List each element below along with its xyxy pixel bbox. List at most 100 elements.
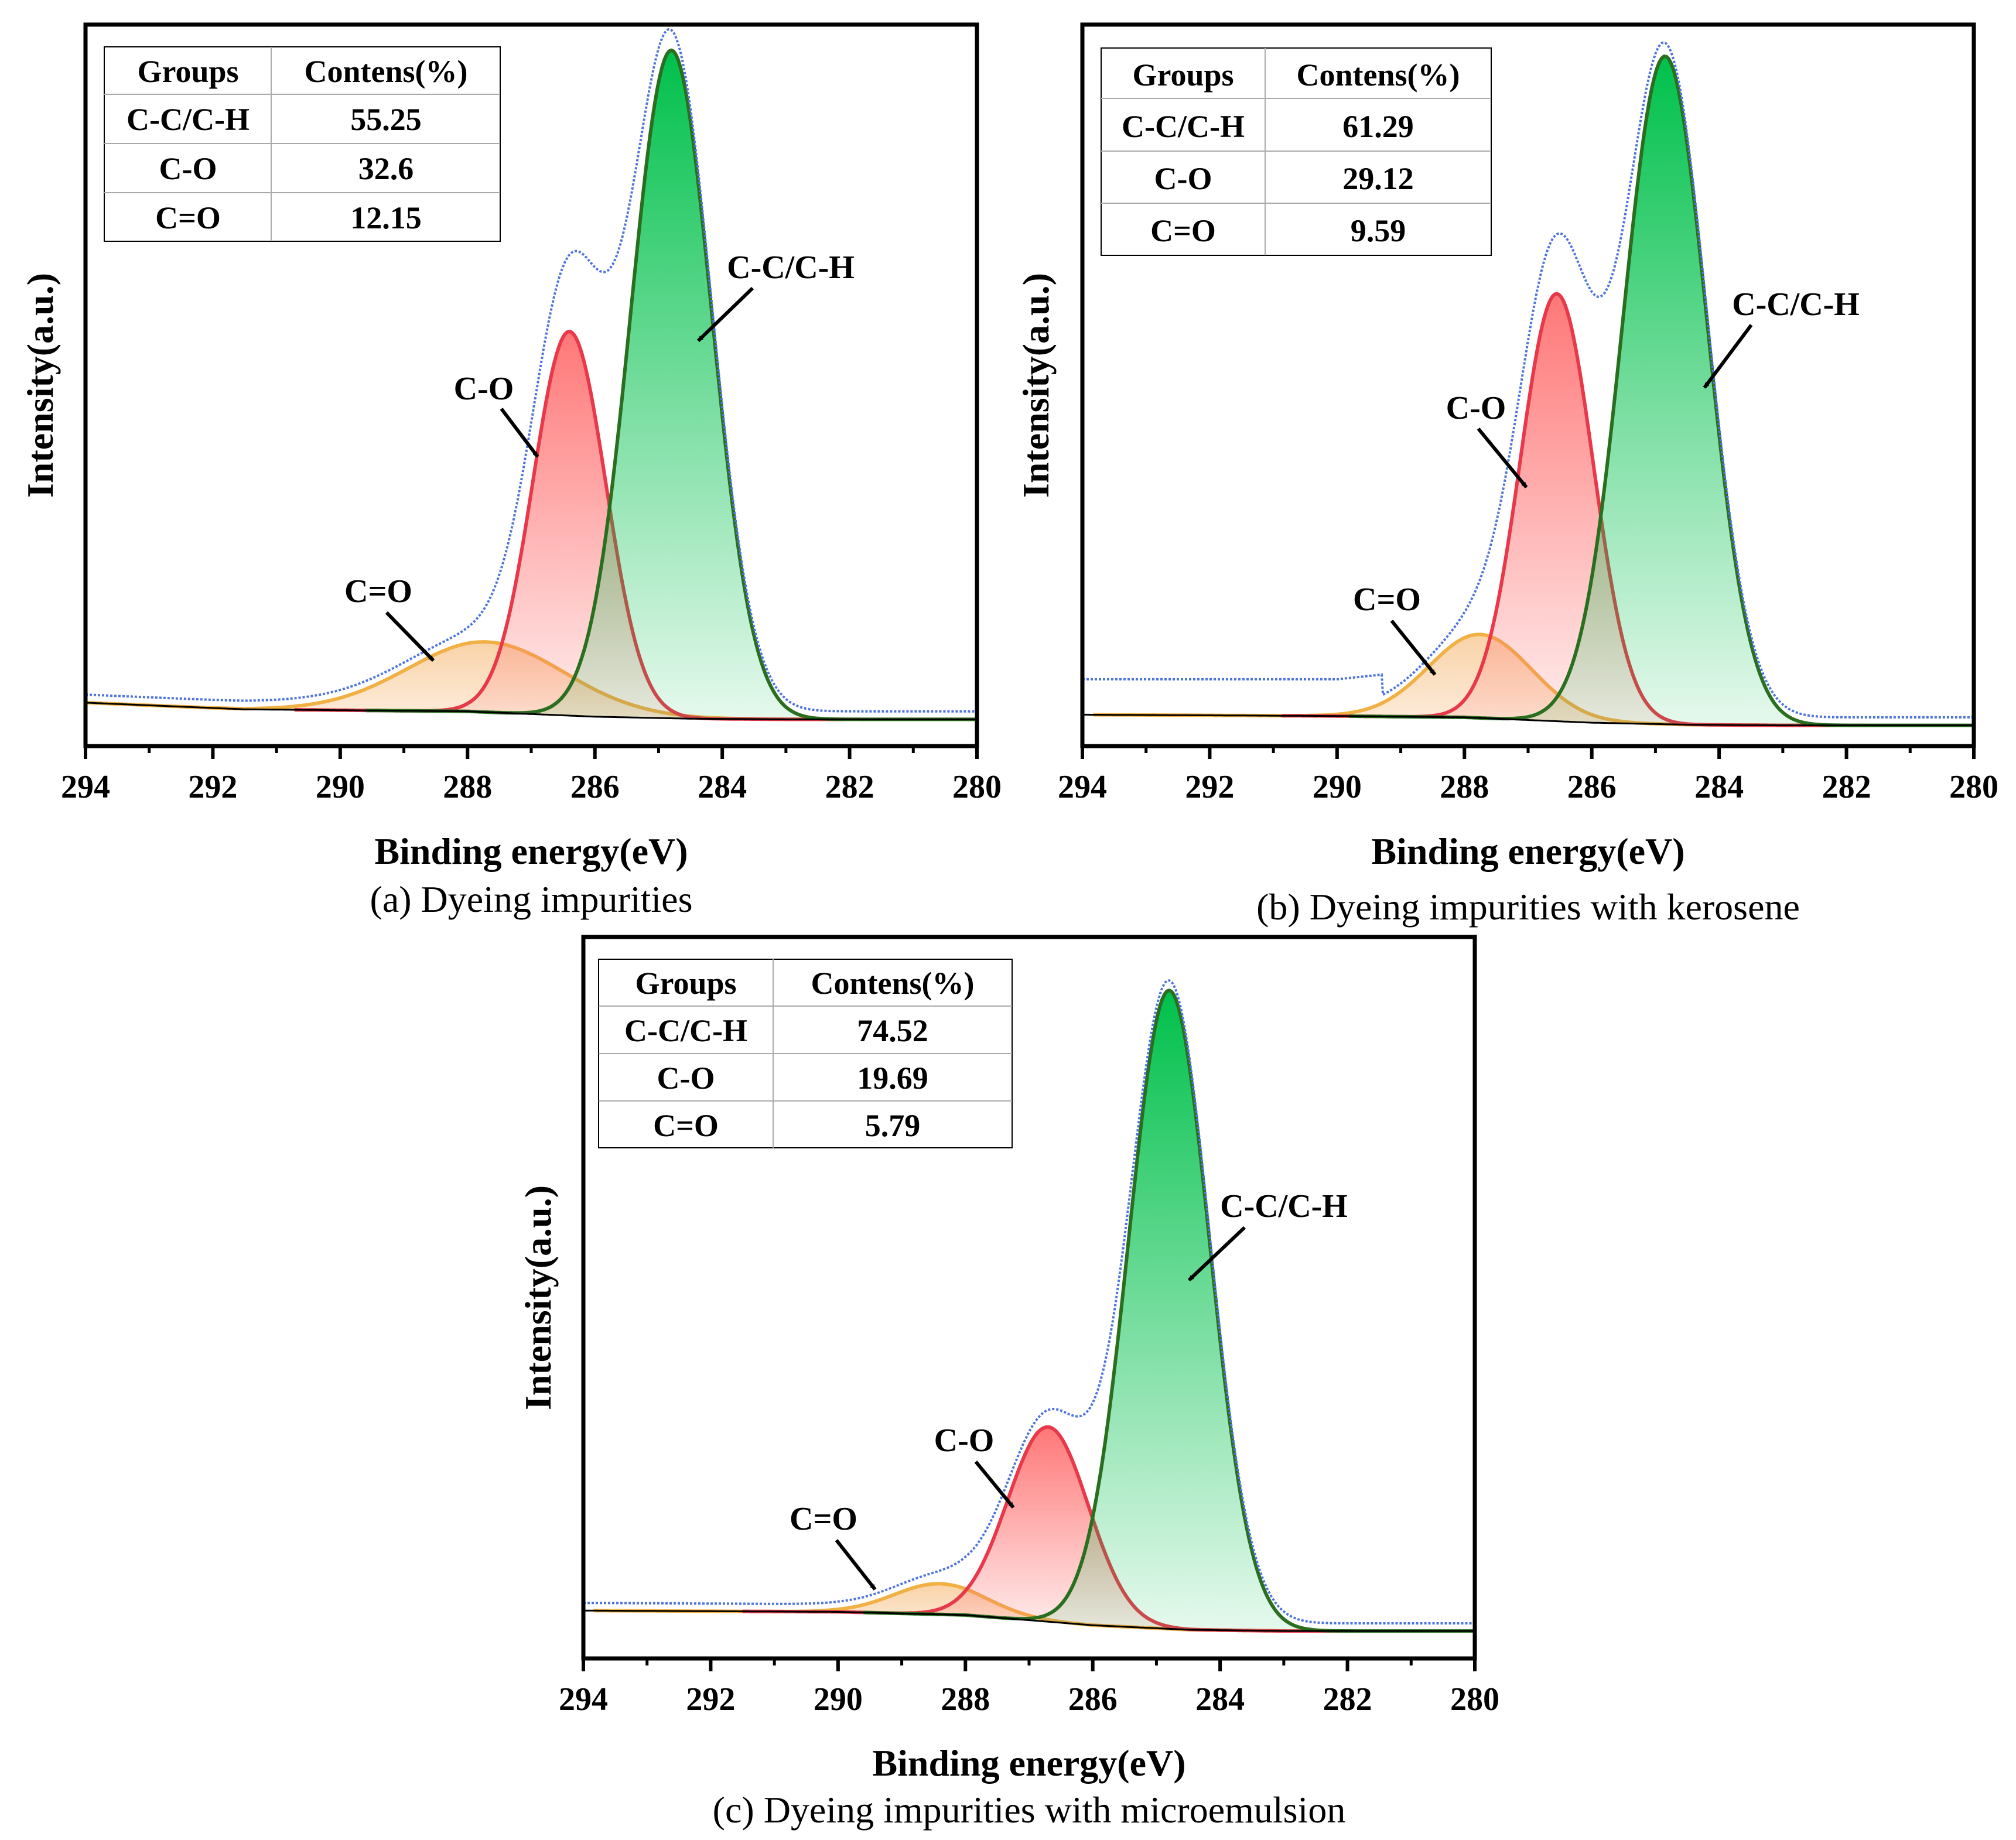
panel-b-envelope: [1082, 41, 1974, 719]
panel-b-table-header-contents: Contens(%): [1297, 57, 1460, 93]
panel-a-table-row3-value: 12.15: [350, 200, 422, 235]
panel-b-table-row1-value: 61.29: [1342, 109, 1414, 144]
panel-a-x-tick-label: 286: [570, 769, 620, 805]
panel-a-peak-c-c-area: [365, 50, 977, 720]
panel-b-x-tick-label: 288: [1440, 769, 1489, 805]
panel-b-peak-c-o-area: [1282, 293, 1832, 726]
panel-c-x-tick-label: 292: [686, 1681, 735, 1718]
panel-b-label-c-c: C-C/C-H: [1732, 286, 1860, 323]
panel-a-table-row2-value: 32.6: [358, 151, 414, 186]
panel-b-table-row3-group: C=O: [1150, 213, 1216, 248]
panel-c-x-tick-label: 288: [941, 1681, 990, 1718]
panel-b-plot: [1082, 41, 1974, 727]
panel-c-label-c-o: C-O: [934, 1422, 995, 1459]
panel-b-x-tick-label: 286: [1567, 769, 1617, 805]
panel-a: 294 292 290 288 286 284 282 280 Groups Contens(…: [19, 22, 1002, 920]
panel-a-arrow-c-c: [696, 286, 754, 343]
panel-b-x-tick-label: 294: [1058, 769, 1107, 805]
panel-c-table-row3-group: C=O: [653, 1108, 719, 1143]
panel-b-peak-c-c-area: [1349, 56, 1974, 726]
panel-c-annotations: C-C/C-H C-O C=O: [790, 1188, 1348, 1591]
panel-b-x-tick-label: 280: [1949, 769, 1998, 805]
panel-c-peak-c-c-area: [863, 990, 1475, 1632]
panel-b-table-header-groups: Groups: [1132, 57, 1233, 93]
panel-a-envelope: [85, 28, 977, 713]
panel-a-x-tick-label: 292: [188, 769, 237, 805]
panel-a-table-header-groups: Groups: [137, 54, 238, 89]
panel-b-table-row3-value: 9.59: [1351, 213, 1406, 248]
panel-a-table-header-contents: Contens(%): [305, 54, 468, 89]
panel-a-label-c-o: C-O: [454, 371, 514, 407]
panel-c-label-c-eq-o: C=O: [790, 1501, 857, 1537]
panel-a-arrow-c-o: [500, 408, 539, 458]
panel-c-table-row1-group: C-C/C-H: [624, 1013, 747, 1048]
panel-a-plot: [85, 28, 977, 721]
panel-a-y-axis-title: Intensity(a.u.): [19, 273, 61, 498]
panel-b-y-axis-title: Intensity(a.u.): [1015, 273, 1057, 498]
panel-b-x-axis-title: Binding energy(eV): [1371, 830, 1684, 872]
panel-a-baseline: [86, 702, 977, 720]
panel-c-table-row2-group: C-O: [657, 1061, 715, 1096]
panel-c-table-header-groups: Groups: [635, 966, 736, 1001]
panel-b-table: Groups Contens(%) C-C/C-H 61.29 C-O 29.1…: [1101, 47, 1492, 256]
panel-b-caption: (b) Dyeing impurities with kerosene: [1256, 886, 1800, 928]
panel-c-label-c-c: C-C/C-H: [1220, 1188, 1348, 1225]
panel-a-x-axis-title: Binding energy(eV): [374, 830, 688, 872]
panel-a-table-row1-group: C-C/C-H: [127, 102, 250, 137]
panel-c-x-tick-label: 290: [814, 1681, 863, 1718]
panel-c-x-axis-title: Binding energy(eV): [872, 1742, 1185, 1784]
panel-c-table: Groups Contens(%) C-C/C-H 74.52 C-O 19.6…: [598, 959, 1013, 1148]
panel-a-annotations: C-C/C-H C-O C=O: [344, 249, 855, 662]
panel-b-x-tick-label: 290: [1313, 769, 1362, 805]
panel-a-x-tick-label: 284: [698, 769, 747, 805]
panel-c-caption: (c) Dyeing impurities with microemulsion: [713, 1789, 1346, 1831]
panel-b: 294 292 290 288 286 284 282 280 Groups Contens(…: [1015, 22, 1998, 928]
panel-b-x-ticks: 294 292 290 288 286 284 282 280: [1058, 746, 1998, 805]
panel-a-x-tick-label: 294: [61, 769, 110, 805]
panel-c-table-header-contents: Contens(%): [811, 966, 975, 1001]
panel-b-label-c-eq-o: C=O: [1353, 582, 1421, 618]
panel-c-x-ticks: 294 292 290 288 286 284 282 280: [559, 1658, 1499, 1718]
panel-b-table-row1-group: C-C/C-H: [1122, 109, 1245, 144]
panel-c-x-tick-label: 280: [1450, 1681, 1499, 1718]
panel-c-peak-c-o-area: [742, 1427, 1354, 1632]
panel-a-label-c-eq-o: C=O: [344, 573, 412, 610]
panel-a-x-tick-label: 282: [825, 769, 874, 805]
panel-a-label-c-c: C-C/C-H: [727, 249, 855, 286]
panel-a-x-ticks: 294 292 290 288 286 284 282 280: [61, 746, 1002, 805]
panel-b-label-c-o: C-O: [1446, 390, 1506, 426]
panel-b-arrow-c-c: [1703, 324, 1753, 389]
panel-b-table-row2-group: C-O: [1154, 161, 1212, 196]
panel-c-x-tick-label: 294: [559, 1681, 608, 1718]
panel-c-envelope: [583, 979, 1475, 1624]
panel-c-x-tick-label: 282: [1323, 1681, 1372, 1718]
panel-c-baseline: [583, 1609, 1475, 1632]
panel-c-arrow-c-c: [1187, 1226, 1246, 1282]
panel-a-table-row1-value: 55.25: [350, 102, 422, 137]
panel-c-x-tick-label: 284: [1195, 1681, 1245, 1718]
panel-c-table-row1-value: 74.52: [857, 1013, 928, 1048]
panel-b-table-row2-value: 29.12: [1342, 161, 1414, 196]
panel-c-arrow-c-eq-o: [835, 1539, 877, 1591]
panel-c-y-axis-title: Intensity(a.u.): [517, 1185, 559, 1410]
panel-c-table-row2-value: 19.69: [857, 1061, 928, 1096]
panel-b-x-tick-label: 284: [1694, 769, 1744, 805]
panel-c-table-row3-value: 5.79: [865, 1108, 921, 1143]
panel-a-x-tick-label: 290: [316, 769, 365, 805]
panel-a-arrow-c-eq-o: [385, 611, 435, 662]
panel-a-peak-c-o-area: [294, 331, 845, 720]
panel-b-x-tick-label: 292: [1185, 769, 1234, 805]
panel-b-baseline: [1082, 713, 1974, 727]
panel-b-annotations: C-C/C-H C-O C=O: [1353, 286, 1860, 676]
panel-c: 294 292 290 288 286 284 282 280 Groups Contens(…: [517, 935, 1499, 1831]
panel-a-table: Groups Contens(%) C-C/C-H 55.25 C-O 32.6…: [104, 46, 501, 242]
panel-a-x-tick-label: 288: [443, 769, 492, 805]
panel-c-x-tick-label: 286: [1068, 1681, 1118, 1718]
panel-c-plot: [583, 979, 1475, 1633]
panel-a-table-row3-group: C=O: [155, 200, 221, 235]
panel-a-caption: (a) Dyeing impurities: [370, 878, 693, 920]
panel-c-arrow-c-o: [974, 1461, 1015, 1509]
panel-a-table-row2-group: C-O: [159, 151, 217, 186]
panel-b-x-tick-label: 282: [1822, 769, 1871, 805]
